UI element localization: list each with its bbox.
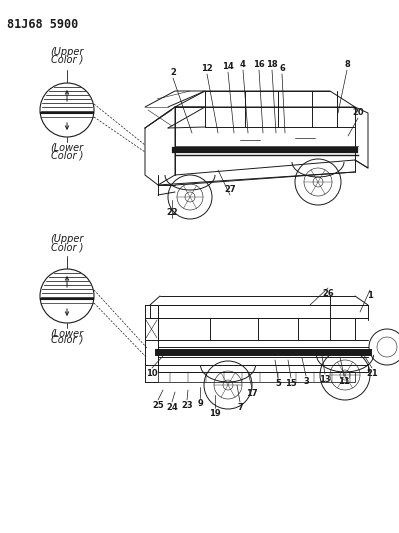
Text: 21: 21	[366, 369, 378, 378]
Text: 5: 5	[275, 379, 281, 388]
Text: 4: 4	[240, 60, 246, 69]
Circle shape	[40, 269, 94, 323]
Text: (Lower: (Lower	[50, 328, 83, 338]
Text: Color ): Color )	[51, 242, 83, 252]
Text: 18: 18	[266, 60, 278, 69]
Text: (Upper: (Upper	[50, 47, 84, 57]
Circle shape	[40, 83, 94, 137]
Text: 2: 2	[170, 68, 176, 77]
Text: (Lower: (Lower	[50, 143, 83, 153]
Text: 17: 17	[246, 389, 258, 398]
Text: 11: 11	[338, 377, 350, 386]
Text: Color ): Color )	[51, 55, 83, 65]
Text: 6: 6	[279, 64, 285, 73]
Text: 13: 13	[319, 375, 331, 384]
Text: 14: 14	[222, 62, 234, 71]
Text: 3: 3	[303, 377, 309, 386]
Text: 8: 8	[344, 60, 350, 69]
Text: 25: 25	[152, 401, 164, 410]
Text: 24: 24	[166, 403, 178, 412]
Text: 20: 20	[352, 108, 364, 117]
Text: 7: 7	[237, 403, 243, 412]
Text: 10: 10	[146, 369, 158, 378]
Text: 27: 27	[224, 185, 236, 194]
Text: 16: 16	[253, 60, 265, 69]
Text: (Upper: (Upper	[50, 234, 84, 244]
Text: 12: 12	[201, 64, 213, 73]
Text: 9: 9	[197, 399, 203, 408]
Text: 1: 1	[367, 291, 373, 300]
Text: 22: 22	[166, 208, 178, 217]
Text: 26: 26	[322, 289, 334, 298]
Text: Color ): Color )	[51, 335, 83, 345]
Text: 15: 15	[285, 379, 297, 388]
Text: Color ): Color )	[51, 150, 83, 160]
Text: 23: 23	[181, 401, 193, 410]
Text: 19: 19	[209, 409, 221, 418]
Text: 81J68 5900: 81J68 5900	[7, 18, 78, 31]
